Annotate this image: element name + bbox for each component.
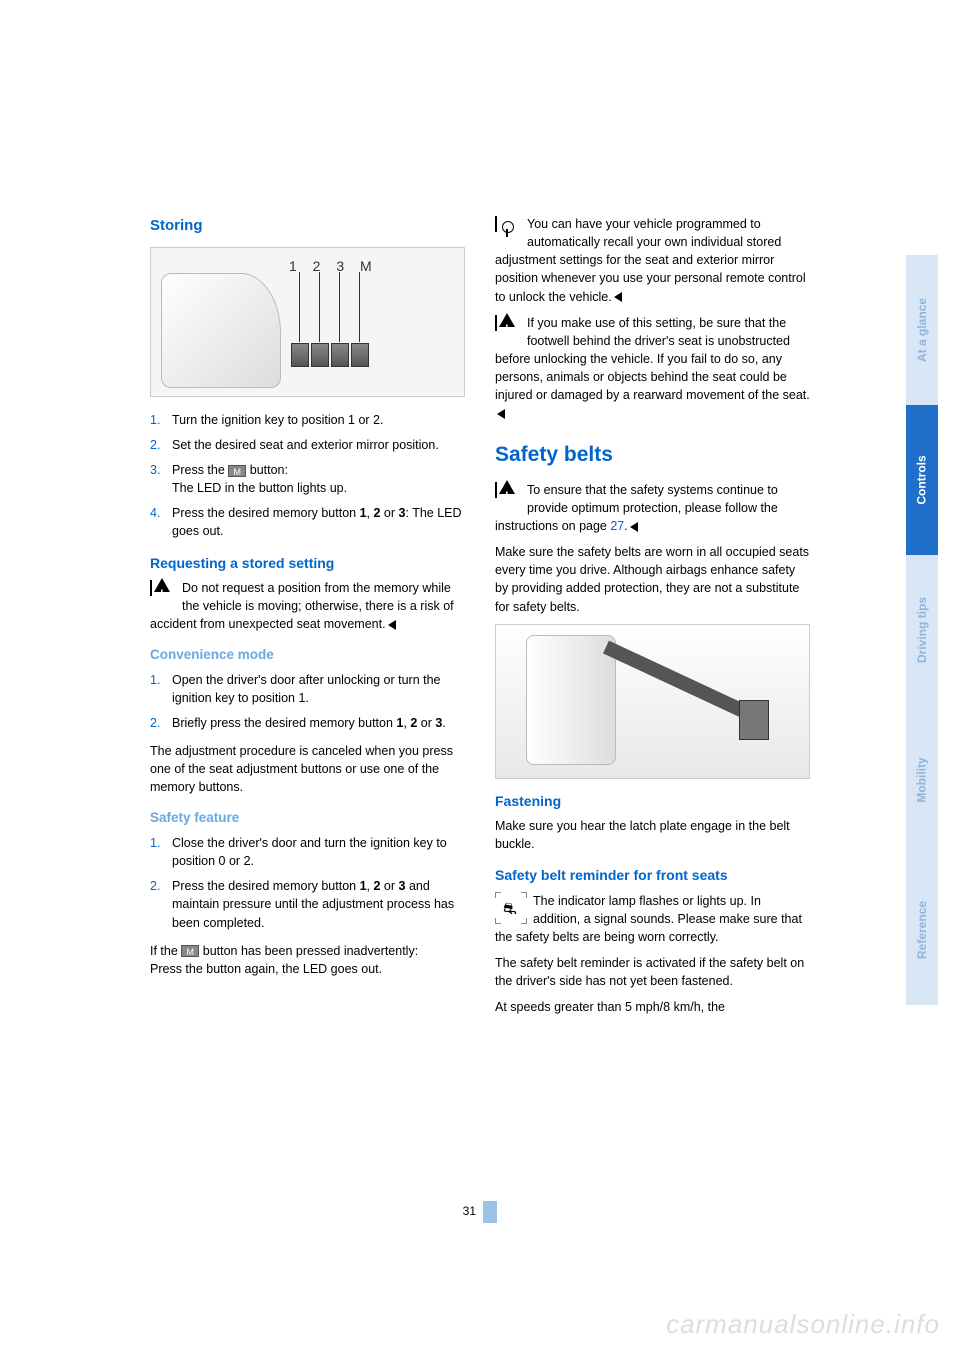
convenience-steps-list: 1.Open the driver's door after unlocking…: [150, 671, 465, 732]
figure-labels: 1 2 3 M: [289, 256, 378, 276]
warning-icon: [495, 481, 521, 507]
text: button has been pressed inadvertently:: [199, 944, 418, 958]
end-marker-icon: [630, 522, 638, 532]
indicator-paragraph: ⛐ The indicator lamp flashes or lights u…: [495, 892, 810, 946]
heading-belt-reminder: Safety belt reminder for front seats: [495, 865, 810, 885]
step-text: Briefly press the desired memory button: [172, 716, 396, 730]
seatbelt-indicator-icon: ⛐: [495, 892, 527, 924]
bold-num: 1: [360, 506, 367, 520]
warning-paragraph: Do not request a position from the memor…: [150, 579, 465, 633]
warning-text: If you make use of this setting, be sure…: [495, 316, 810, 403]
warning-paragraph: To ensure that the safety systems contin…: [495, 481, 810, 535]
list-item: 1.Open the driver's door after unlocking…: [150, 671, 465, 707]
end-marker-icon: [497, 409, 505, 419]
paragraph: Make sure the safety belts are worn in a…: [495, 543, 810, 616]
text: Press the button again, the LED goes out…: [150, 962, 382, 976]
m-button-icon: M: [228, 465, 246, 477]
tab-controls[interactable]: Controls: [906, 405, 938, 555]
figure-button-3: [331, 343, 349, 367]
end-marker-icon: [388, 620, 396, 630]
warning-text: Do not request a position from the memor…: [150, 581, 454, 631]
figure-button-1: [291, 343, 309, 367]
page-number: 31: [463, 1204, 476, 1218]
figure-seat-memory: 1 2 3 M: [150, 247, 465, 397]
step-text: Turn the ignition key to position 1 or 2…: [172, 413, 383, 427]
list-item: 1.Close the driver's door and turn the i…: [150, 834, 465, 870]
storing-steps-list: 1.Turn the ignition key to position 1 or…: [150, 411, 465, 541]
figure-button-2: [311, 343, 329, 367]
heading-fastening: Fastening: [495, 791, 810, 811]
paragraph: At speeds greater than 5 mph/8 km/h, the: [495, 998, 810, 1016]
tab-mobility[interactable]: Mobility: [906, 705, 938, 855]
paragraph: Make sure you hear the latch plate engag…: [495, 817, 810, 853]
safety-feature-steps-list: 1.Close the driver's door and turn the i…: [150, 834, 465, 932]
tab-label: Controls: [915, 455, 929, 504]
step-text: Press the: [172, 463, 228, 477]
heading-convenience: Convenience mode: [150, 645, 465, 665]
right-column: You can have your vehicle programmed to …: [495, 215, 810, 1024]
heading-storing: Storing: [150, 215, 465, 237]
step-text: button:: [246, 463, 288, 477]
figure-seat-back: [526, 635, 616, 765]
info-paragraph: You can have your vehicle programmed to …: [495, 215, 810, 306]
page-content: Storing 1 2 3 M 1.Turn the ignition key …: [150, 215, 810, 1024]
step-text: Press the desired memory button: [172, 506, 360, 520]
list-item: 4. Press the desired memory button 1, 2 …: [150, 504, 465, 540]
text: If the: [150, 944, 181, 958]
figure-seat-shape: [161, 273, 281, 388]
list-item: 1.Turn the ignition key to position 1 or…: [150, 411, 465, 429]
list-item: 2. Briefly press the desired memory butt…: [150, 714, 465, 732]
figure-pointer-line: [339, 272, 340, 342]
page-number-area: 31: [0, 1201, 960, 1223]
paragraph: The adjustment procedure is canceled whe…: [150, 742, 465, 796]
tab-driving-tips[interactable]: Driving tips: [906, 555, 938, 705]
heading-safety-belts: Safety belts: [495, 440, 810, 470]
step-text: Press the desired memory button: [172, 879, 360, 893]
figure-button-m: [351, 343, 369, 367]
figure-buckle: [739, 700, 769, 740]
page-link[interactable]: 27: [610, 519, 624, 533]
page-number-marker: [483, 1201, 497, 1223]
end-marker-icon: [614, 292, 622, 302]
heading-requesting: Requesting a stored setting: [150, 553, 465, 573]
section-tabs-sidebar: At a glance Controls Driving tips Mobili…: [906, 255, 938, 1005]
m-button-icon: M: [181, 945, 199, 957]
tab-label: Mobility: [915, 757, 929, 802]
tab-label: At a glance: [915, 298, 929, 362]
step-text: Close the driver's door and turn the ign…: [172, 836, 447, 868]
figure-safety-belt: [495, 624, 810, 779]
figure-pointer-line: [319, 272, 320, 342]
figure-memory-buttons: [291, 343, 369, 367]
list-item: 2. Press the desired memory button 1, 2 …: [150, 877, 465, 931]
paragraph: The safety belt reminder is activated if…: [495, 954, 810, 990]
list-item: 2.Set the desired seat and exterior mirr…: [150, 436, 465, 454]
bold-num: 1: [360, 879, 367, 893]
paragraph: If the M button has been pressed inadver…: [150, 942, 465, 978]
warning-icon: [150, 579, 176, 605]
step-text: Set the desired seat and exterior mirror…: [172, 438, 439, 452]
warning-icon: [495, 314, 521, 340]
watermark-text: carmanualsonline.info: [666, 1309, 940, 1340]
warning-paragraph: If you make use of this setting, be sure…: [495, 314, 810, 423]
figure-pointer-line: [299, 272, 300, 342]
tab-reference[interactable]: Reference: [906, 855, 938, 1005]
heading-safety-feature: Safety feature: [150, 808, 465, 828]
tab-at-a-glance[interactable]: At a glance: [906, 255, 938, 405]
step-text: Open the driver's door after unlocking o…: [172, 673, 441, 705]
figure-pointer-line: [359, 272, 360, 342]
tab-label: Reference: [915, 901, 929, 959]
indicator-text: The indicator lamp flashes or lights up.…: [495, 894, 802, 944]
warning-text: .: [624, 519, 627, 533]
left-column: Storing 1 2 3 M 1.Turn the ignition key …: [150, 215, 465, 1024]
tab-label: Driving tips: [915, 597, 929, 663]
list-item: 3. Press the M button: The LED in the bu…: [150, 461, 465, 497]
step-text: The LED in the button lights up.: [172, 481, 347, 495]
step-text: .: [442, 716, 445, 730]
key-info-icon: [495, 215, 521, 241]
info-text: You can have your vehicle programmed to …: [495, 217, 806, 304]
